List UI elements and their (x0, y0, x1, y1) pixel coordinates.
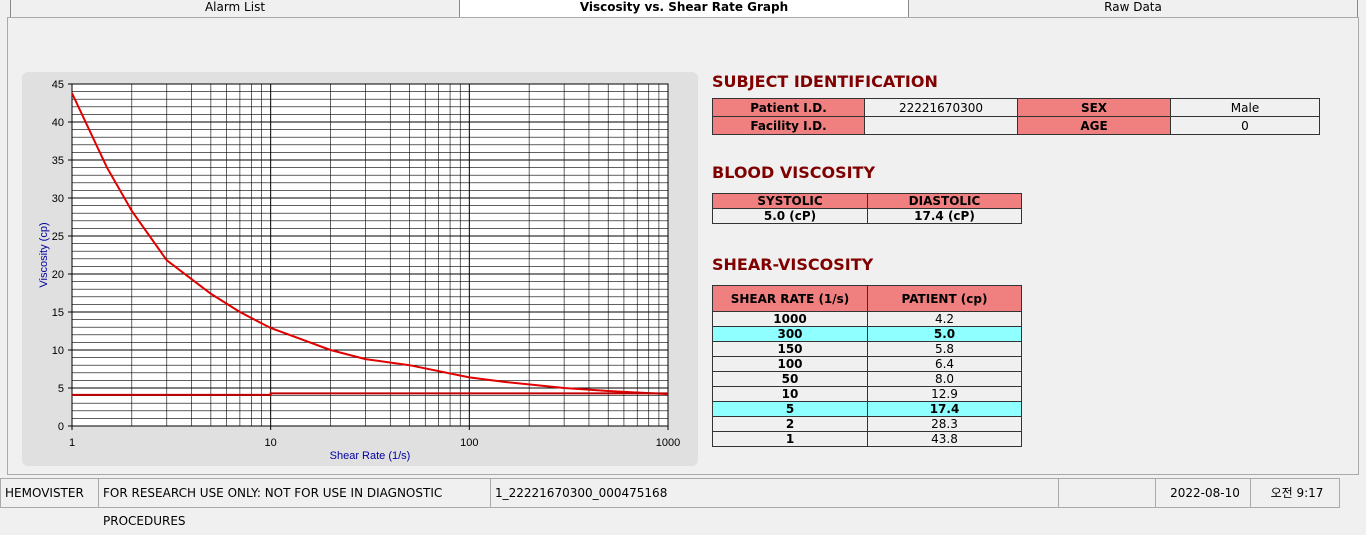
value: 22221670300 (864, 98, 1018, 117)
x-tick-label: 100 (460, 437, 478, 449)
label: Facility I.D. (712, 116, 865, 135)
header: PATIENT (cp) (867, 285, 1022, 312)
header: SHEAR RATE (1/s) (712, 285, 868, 312)
value: 0 (1170, 116, 1320, 135)
section-title: SUBJECT IDENTIFICATION (712, 72, 938, 91)
value: 5.0 (cP) (712, 208, 868, 224)
plot-frame (71, 83, 669, 427)
subject-table: Patient I.D. 22221670300 SEX Male Facility … (712, 98, 1320, 135)
y-tick-label: 10 (52, 345, 64, 357)
table-row: 100 6.4 (712, 356, 1022, 372)
value: Male (1170, 98, 1320, 117)
status-cell (1058, 478, 1156, 508)
status-cell: HEMOVISTER (0, 478, 99, 508)
status-cell: 오전 9:17 (1250, 478, 1340, 508)
table-row: 1 43.8 (712, 431, 1022, 447)
x-tick-label: 1000 (656, 437, 680, 449)
tab[interactable]: Raw Data (908, 0, 1358, 18)
table-row: 300 5.0 (712, 326, 1022, 342)
status-cell: 1_22221670300_000475168 (490, 478, 1059, 508)
line (72, 392, 668, 396)
table-row: 50 8.0 (712, 371, 1022, 387)
table-cell: 4.2 (867, 311, 1022, 327)
y-tick-label: 40 (52, 117, 64, 129)
status-cell: 2022-08-10 (1155, 478, 1251, 508)
label: SEX (1017, 98, 1171, 117)
y-tick-label: 0 (58, 421, 64, 433)
y-tick-label: 5 (58, 383, 64, 395)
y-tick-label: 45 (52, 79, 64, 91)
table-cell: 17.4 (867, 401, 1022, 417)
y-tick-label: 20 (52, 269, 64, 281)
table-cell: 43.8 (867, 431, 1022, 447)
label: AGE (1017, 116, 1171, 135)
tab[interactable]: Viscosity vs. Shear Rate Graph (459, 0, 909, 18)
table-cell: 5.8 (867, 341, 1022, 357)
status-cell: FOR RESEARCH USE ONLY: NOT FOR USE IN DI… (98, 478, 491, 528)
table-cell: 300 (712, 326, 868, 342)
x-tick-label: 10 (265, 437, 277, 449)
y-tick-label: 30 (52, 193, 64, 205)
table-cell: 28.3 (867, 416, 1022, 432)
table-row: 10 12.9 (712, 386, 1022, 402)
table-row: 150 5.8 (712, 341, 1022, 357)
value: 17.4 (cP) (867, 208, 1022, 224)
table-row: 5 17.4 (712, 401, 1022, 417)
table-cell: 8.0 (867, 371, 1022, 387)
table-row: 1000 4.2 (712, 311, 1022, 327)
line (71, 92, 669, 396)
plot-area (72, 84, 668, 426)
y-axis-label: Viscosity (cp) (38, 222, 50, 287)
table-cell: 150 (712, 341, 868, 357)
y-tick-label: 35 (52, 155, 64, 167)
blood-table: SYSTOLIC DIASTOLIC 5.0 (cP) 17.4 (cP) (712, 193, 1022, 224)
table-cell: 1000 (712, 311, 868, 327)
header: SYSTOLIC (712, 193, 868, 209)
y-tick-label: 25 (52, 231, 64, 243)
section-title: BLOOD VISCOSITY (712, 163, 876, 182)
x-tick-label: 1 (69, 437, 75, 449)
table-cell: 50 (712, 371, 868, 387)
section-title: SHEAR-VISCOSITY (712, 255, 874, 274)
table-cell: 5.0 (867, 326, 1022, 342)
table-cell: 2 (712, 416, 868, 432)
shear-table: SHEAR RATE (1/s) PATIENT (cp) 1000 4.2 300 5… (712, 285, 1022, 447)
x-axis-label: Shear Rate (1/s) (330, 450, 411, 462)
y-tick-label: 15 (52, 307, 64, 319)
table-row: 2 28.3 (712, 416, 1022, 432)
label: Patient I.D. (712, 98, 865, 117)
table-cell: 5 (712, 401, 868, 417)
header: DIASTOLIC (867, 193, 1022, 209)
tab[interactable]: Alarm List (10, 0, 460, 18)
table-cell: 100 (712, 356, 868, 372)
table-cell: 10 (712, 386, 868, 402)
table-cell: 6.4 (867, 356, 1022, 372)
chart: 0 5 10 15 20 25 30 35 40 45 1 10 100 1000 Shear Rate … (22, 72, 698, 466)
value (864, 116, 1018, 135)
table-cell: 1 (712, 431, 868, 447)
table-cell: 12.9 (867, 386, 1022, 402)
